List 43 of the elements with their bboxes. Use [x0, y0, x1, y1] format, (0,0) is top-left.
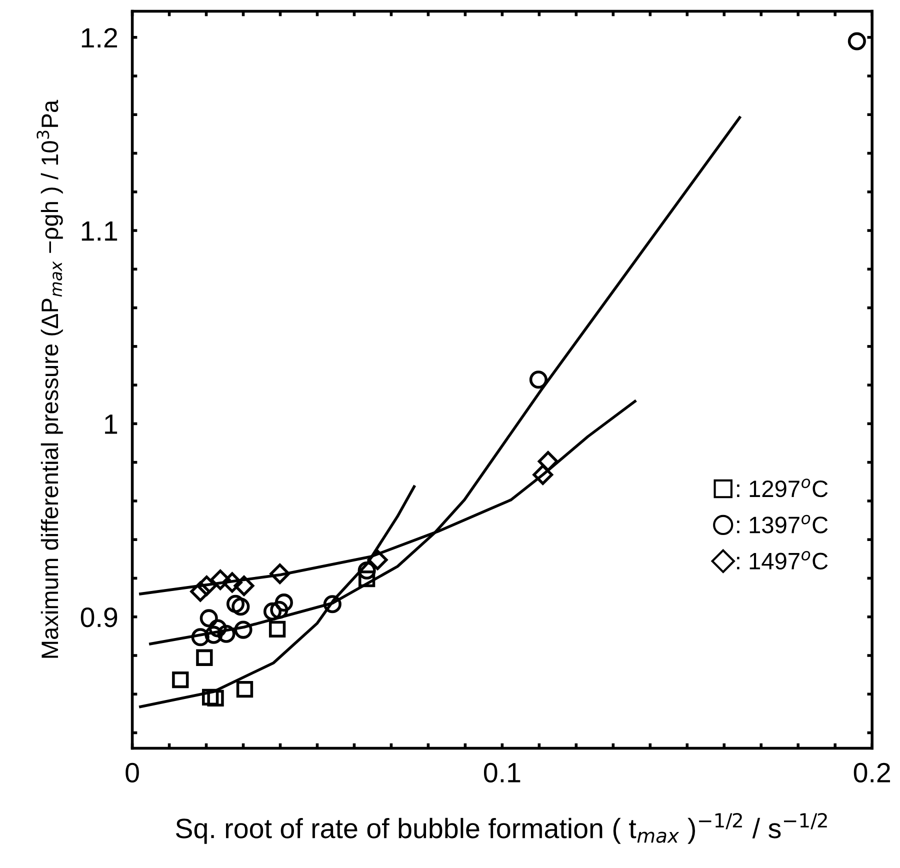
y-tick-label: 1.1	[82, 221, 118, 241]
point	[204, 626, 223, 644]
y-tick-label: 1.2	[82, 28, 118, 48]
point	[208, 619, 227, 638]
point	[358, 561, 376, 580]
point	[172, 672, 189, 688]
point	[234, 576, 254, 596]
point	[236, 680, 254, 698]
x-tick-label: 0.1	[484, 762, 520, 783]
point	[232, 598, 250, 616]
point	[270, 564, 290, 584]
point	[263, 602, 282, 620]
point	[848, 32, 866, 50]
point	[358, 570, 376, 588]
point	[538, 451, 558, 472]
point	[202, 688, 219, 706]
y-tick-label: 0.9	[80, 608, 118, 628]
point	[207, 690, 224, 707]
x-tick-label: 0.2	[854, 762, 890, 783]
point	[191, 628, 210, 646]
legend-label: : 1397$^{o}$C	[737, 514, 828, 534]
y-axis-title: Maximum differential pressure (ΔP$_{max}$ −ρgh ) / 10$^{3}$Pa	[36, 100, 63, 658]
legend-label: : 1297$^{o}$C	[737, 478, 828, 498]
x-axis-title: Sq. root of rate of bubble formation ( t$_{max}$ )$^{−1/2}$ / s$^{−1/2}$	[176, 813, 827, 844]
point	[222, 572, 242, 593]
point	[529, 370, 548, 389]
legend-label: : 1497$^{o}$C	[737, 551, 828, 570]
point	[190, 581, 211, 602]
x-tick-label: 0	[126, 762, 139, 783]
point	[268, 620, 286, 638]
point	[217, 624, 236, 643]
point	[274, 594, 293, 612]
point	[323, 595, 342, 614]
point	[210, 570, 231, 590]
point	[226, 594, 245, 613]
point	[270, 600, 288, 619]
point	[532, 464, 554, 485]
y-tick-label: 1	[105, 414, 118, 434]
point	[234, 620, 252, 639]
point	[196, 649, 213, 666]
point	[200, 609, 218, 628]
point	[196, 576, 217, 596]
point	[367, 550, 388, 570]
